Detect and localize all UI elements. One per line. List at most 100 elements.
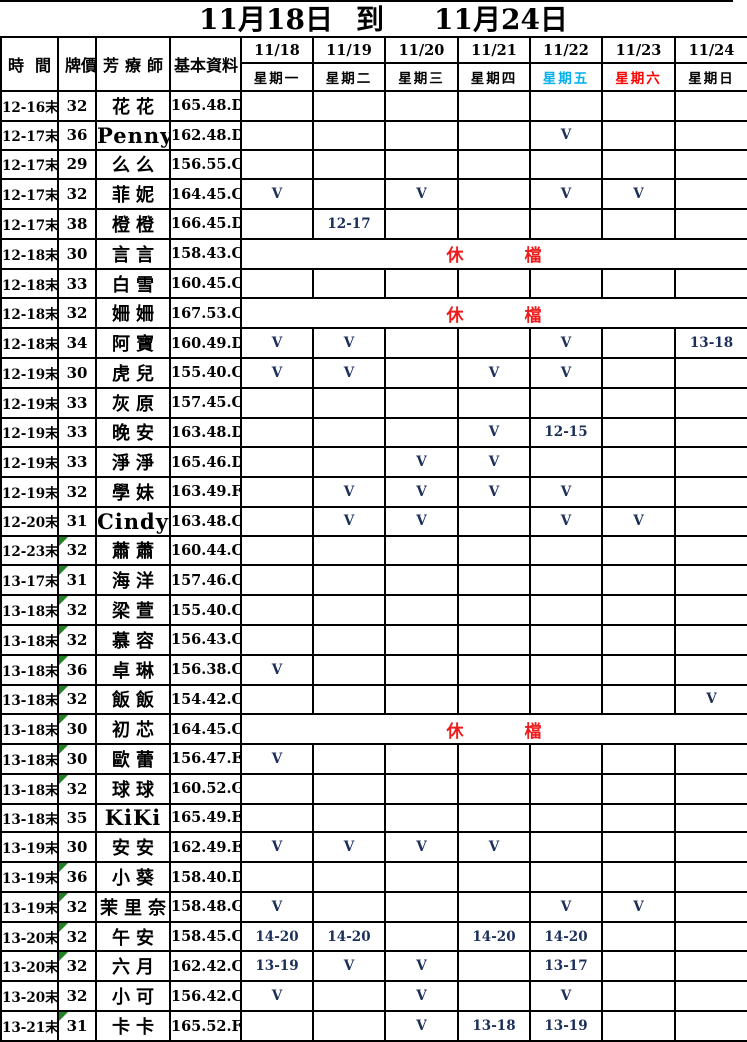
day-cell-11-24 [674, 772, 747, 805]
price-cell: 33 [57, 386, 97, 419]
name-cell: 白雪 [95, 267, 171, 300]
comment-marker-icon [60, 686, 68, 695]
day-cell-11-19: V [312, 356, 386, 389]
day-cell-11-24: 13-18 [674, 327, 747, 359]
day-cell-11-21 [457, 653, 531, 686]
col-header-profile: 基本資料 [169, 36, 242, 92]
table-row: 12-18末 34 阿寶 160.49.D V V V 13-18 [0, 327, 747, 359]
time-cell: 12-19末 [0, 416, 59, 449]
price-cell: 30 [57, 831, 97, 864]
day-cell-11-21: V [457, 831, 531, 864]
day-cell-11-18: V [240, 890, 314, 923]
day-cell-11-21 [457, 119, 531, 151]
day-cell-11-19 [312, 267, 386, 300]
day-cell-11-22: V [529, 119, 603, 151]
name-cell: 菲妮 [95, 178, 171, 211]
profile-cell: 162.48.D [169, 119, 242, 151]
day-cell-11-21 [457, 505, 531, 537]
profile-cell: 158.40.D [169, 861, 242, 893]
day-weekday-11-24: 星期日 [674, 62, 747, 92]
day-cell-11-23 [601, 327, 676, 359]
day-cell-11-22 [529, 802, 603, 834]
day-cell-11-18: 14-20 [240, 920, 314, 953]
table-row: 12-18末 32 姍姍 167.53.C 休檔 [0, 297, 747, 330]
day-cell-11-20 [384, 623, 459, 656]
rest-label-right: 檔 [524, 246, 543, 267]
day-cell-11-22: V [529, 178, 603, 211]
day-cell-11-23 [601, 831, 676, 864]
name-cell: 姍姍 [95, 297, 171, 330]
profile-cell: 164.45.C [169, 713, 242, 746]
price-cell: 32 [57, 683, 97, 716]
table-row: 13-18末 36 卓琳 156.38.C V [0, 653, 747, 686]
name-cell: Penny [95, 119, 171, 151]
day-cell-11-22: 13-17 [529, 950, 603, 983]
day-cell-11-18 [240, 148, 314, 181]
name-cell: 飯飯 [95, 683, 171, 716]
day-cell-11-23 [601, 920, 676, 953]
name-cell: 花花 [95, 90, 171, 122]
day-cell-11-19 [312, 1010, 386, 1042]
day-cell-11-21 [457, 327, 531, 359]
col-header-price: 牌價 [57, 36, 97, 92]
day-cell-11-24 [674, 476, 747, 508]
comment-marker-icon [60, 746, 68, 755]
day-cell-11-24 [674, 178, 747, 211]
profile-cell: 165.49.E [169, 802, 242, 834]
day-cell-11-20 [384, 683, 459, 716]
rest-label-left: 休 [446, 305, 465, 326]
profile-cell: 166.45.D [169, 208, 242, 240]
day-cell-11-18 [240, 446, 314, 479]
day-cell-11-23 [601, 356, 676, 389]
day-cell-11-18: 13-19 [240, 950, 314, 983]
day-cell-11-23 [601, 119, 676, 151]
price-cell: 33 [57, 446, 97, 479]
day-cell-11-19 [312, 90, 386, 122]
day-cell-11-22 [529, 861, 603, 893]
day-cell-11-21 [457, 90, 531, 122]
price-cell: 32 [57, 90, 97, 122]
day-cell-11-24 [674, 446, 747, 479]
comment-marker-icon [60, 537, 68, 546]
page-title: 11月18日 到 11月24日 [0, 0, 747, 36]
table-row: 12-17末 38 橙橙 166.45.D 12-17 [0, 208, 747, 240]
day-cell-11-22 [529, 267, 603, 300]
day-cell-11-21: V [457, 416, 531, 449]
day-cell-11-20: V [384, 505, 459, 537]
day-cell-11-18: V [240, 831, 314, 864]
day-cell-11-23 [601, 772, 676, 805]
day-cell-11-20: V [384, 1010, 459, 1042]
day-cell-11-24 [674, 950, 747, 983]
title-end-date: 11月24日 [434, 3, 568, 36]
price-cell: 32 [57, 980, 97, 1013]
day-cell-11-20 [384, 386, 459, 419]
day-cell-11-18: V [240, 980, 314, 1013]
top-border-line [0, 0, 733, 2]
title-connector: 到 [355, 3, 384, 36]
day-cell-11-24 [674, 386, 747, 419]
day-cell-11-21 [457, 802, 531, 834]
day-cell-11-19 [312, 446, 386, 479]
day-cell-11-24 [674, 623, 747, 656]
name-cell: 淨淨 [95, 446, 171, 479]
day-cell-11-22 [529, 594, 603, 626]
day-cell-11-24 [674, 594, 747, 626]
name-cell: Cindy [95, 505, 171, 537]
time-cell: 12-18末 [0, 237, 59, 270]
price-cell: 30 [57, 743, 97, 775]
time-cell: 12-19末 [0, 386, 59, 419]
day-cell-11-23 [601, 743, 676, 775]
day-cell-11-19: 14-20 [312, 920, 386, 953]
name-cell: 初芯 [95, 713, 171, 746]
table-row: 13-18末 32 慕容 156.43.C [0, 623, 747, 656]
price-cell: 36 [57, 653, 97, 686]
day-cell-11-19 [312, 178, 386, 211]
price-cell: 29 [57, 148, 97, 181]
table-row: 12-23末 32 蕭蕭 160.44.C [0, 534, 747, 567]
comment-marker-icon [60, 893, 68, 902]
time-cell: 13-19末 [0, 890, 59, 923]
day-cell-11-23 [601, 564, 676, 597]
table-row: 12-19末 30 虎兒 155.40.C V V V V [0, 356, 747, 389]
day-cell-11-22 [529, 90, 603, 122]
day-cell-11-22: V [529, 476, 603, 508]
